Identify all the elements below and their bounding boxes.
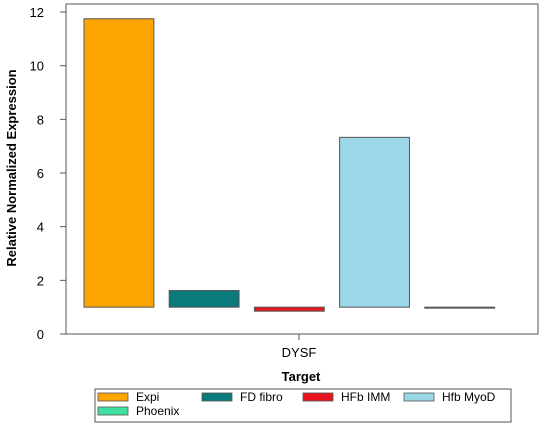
legend-label: Phoenix [136, 404, 179, 418]
y-tick-label: 0 [37, 327, 44, 342]
legend-swatch [403, 392, 435, 402]
legend-box [94, 388, 512, 423]
legend-label: Hfb MyoD [442, 390, 496, 404]
legend-swatch [201, 392, 233, 402]
legend-label: FD fibro [240, 390, 283, 404]
legend-swatch [97, 392, 129, 402]
y-tick-label: 8 [37, 112, 44, 127]
y-tick-label: 6 [37, 166, 44, 181]
y-axis-title: Relative Normalized Expression [4, 69, 19, 266]
y-tick-label: 10 [30, 59, 44, 74]
legend-swatch [302, 392, 334, 402]
bar-phoenix [424, 306, 496, 309]
x-tick-label: DYSF [282, 345, 317, 360]
y-axis: 0 2 4 6 8 10 12 [30, 5, 66, 342]
y-tick-label: 2 [37, 273, 44, 288]
plot-frame [65, 3, 539, 335]
bar-hfb-myod [339, 136, 410, 308]
y-tick-label: 4 [37, 220, 44, 235]
bar-fd-fibro [168, 290, 240, 308]
x-axis: DYSF [282, 334, 317, 360]
legend-label: Expi [136, 390, 159, 404]
bar-hfb-imm [253, 306, 325, 312]
y-tick-label: 12 [30, 5, 44, 20]
bars-group [83, 18, 496, 312]
legend-label: HFb IMM [341, 390, 390, 404]
legend: Expi FD fibro HFb IMM Hfb MyoD Phoenix [94, 388, 512, 423]
x-axis-title: Target [282, 369, 321, 384]
legend-swatch [97, 406, 129, 416]
bar-expi [83, 18, 155, 308]
